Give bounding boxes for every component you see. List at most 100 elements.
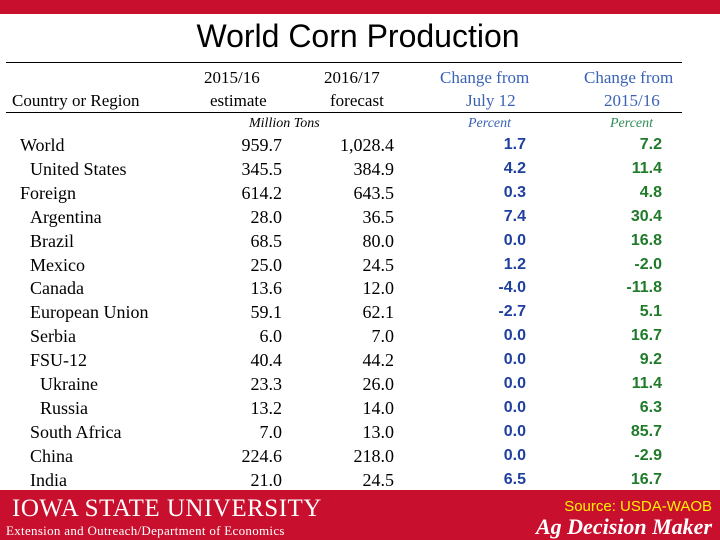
row-value-2016-17: 384.9: [353, 158, 395, 179]
extension-text: Extension and Outreach/Department of Eco…: [6, 523, 285, 538]
row-value-2016-17: 24.5: [362, 254, 395, 275]
row-change-2015-16: -2.0: [634, 255, 662, 273]
unit-percent-july: Percent: [468, 116, 512, 131]
row-name: Argentina: [30, 206, 102, 227]
row-name: Serbia: [30, 326, 76, 347]
row-change-2015-16: 6.3: [639, 398, 662, 416]
header-2016-17: 2016/17: [324, 68, 380, 87]
source-note: Source: USDA-WAOB: [564, 498, 712, 515]
row-change-july: 0.0: [503, 351, 526, 369]
row-value-2016-17: 24.5: [362, 469, 395, 490]
row-value-2016-17: 643.5: [353, 182, 395, 203]
slide-title: World Corn Production: [196, 18, 520, 54]
header-2015-16: 2015/16: [204, 68, 260, 87]
table-top-rule: [6, 62, 682, 63]
row-name: South Africa: [30, 421, 122, 442]
table-row: Argentina 28.0 36.5 7.4 30.4: [6, 205, 682, 229]
row-change-july: -4.0: [498, 279, 526, 297]
row-change-2015-16: 11.4: [631, 159, 662, 177]
table-row: Canada 13.6 12.0 -4.0 -11.8: [6, 276, 682, 300]
row-change-july: 0.0: [503, 327, 526, 345]
production-table: Country or Region 2015/16 estimate 2016/…: [6, 62, 682, 490]
row-change-july: 4.2: [503, 159, 526, 177]
row-value-2015-16: 23.3: [250, 374, 283, 394]
row-value-2015-16: 40.4: [250, 350, 283, 371]
row-change-2015-16: 16.7: [630, 470, 662, 488]
row-change-july: 1.2: [503, 255, 526, 273]
table-row: Ukraine 23.3 26.0 0.0 11.4: [6, 372, 682, 396]
table-row: FSU-12 40.4 44.2 0.0 9.2: [6, 348, 682, 372]
table-row: Serbia 6.0 7.0 0.0 16.7: [6, 324, 682, 348]
header-change-july: Change from: [440, 68, 530, 87]
row-name: United States: [30, 158, 127, 179]
row-name: Mexico: [30, 254, 85, 275]
row-value-2015-16: 28.0: [250, 206, 283, 227]
header-country: Country or Region: [12, 91, 140, 110]
table-row: European Union 59.1 62.1 -2.7 5.1: [6, 300, 682, 324]
unit-million-tons: Million Tons: [249, 116, 320, 131]
table-row: United States 345.5 384.9 4.2 11.4: [6, 157, 682, 181]
row-value-2016-17: 62.1: [362, 302, 395, 323]
header-july-12: July 12: [466, 91, 516, 110]
row-value-2015-16: 959.7: [241, 135, 283, 155]
row-value-2015-16: 224.6: [241, 445, 283, 466]
row-value-2016-17: 26.0: [362, 374, 395, 394]
row-value-2015-16: 614.2: [241, 182, 283, 203]
top-accent-stripe: [0, 0, 720, 14]
row-name: European Union: [30, 302, 149, 323]
row-name: China: [30, 445, 73, 466]
row-change-2015-16: 5.1: [639, 303, 662, 321]
row-change-2015-16: -11.8: [626, 279, 662, 297]
row-change-2015-16: 9.2: [639, 351, 662, 369]
row-value-2016-17: 12.0: [362, 278, 395, 299]
table-row: Brazil 68.5 80.0 0.0 16.8: [6, 229, 682, 253]
row-value-2015-16: 13.6: [250, 278, 283, 299]
row-change-july: 0.0: [503, 398, 526, 416]
row-value-2016-17: 44.2: [362, 350, 395, 371]
row-name: India: [30, 469, 67, 490]
row-change-2015-16: 30.4: [630, 207, 662, 225]
unit-percent-1516: Percent: [610, 116, 654, 131]
row-name: Canada: [30, 278, 84, 299]
row-value-2015-16: 7.0: [259, 421, 283, 442]
header-rule: [6, 112, 682, 113]
row-value-2016-17: 218.0: [353, 445, 395, 466]
row-value-2015-16: 21.0: [250, 469, 283, 490]
row-value-2015-16: 68.5: [250, 230, 283, 251]
row-value-2015-16: 6.0: [259, 326, 283, 347]
row-value-2015-16: 25.0: [250, 254, 283, 275]
table-row: Russia 13.2 14.0 0.0 6.3: [6, 396, 682, 420]
row-change-july: 7.4: [503, 207, 526, 225]
row-value-2015-16: 59.1: [250, 302, 283, 323]
row-change-2015-16: 16.8: [630, 231, 662, 249]
header-change-1516: Change from: [584, 68, 674, 87]
row-change-2015-16: 7.2: [639, 136, 662, 153]
row-change-2015-16: -2.9: [634, 446, 662, 464]
row-name: FSU-12: [30, 350, 88, 371]
row-value-2016-17: 1,028.4: [340, 135, 394, 155]
header-estimate: estimate: [210, 91, 267, 110]
row-change-2015-16: 11.4: [631, 375, 662, 392]
row-change-july: 0.0: [503, 446, 526, 464]
row-value-2016-17: 36.5: [362, 206, 395, 227]
row-value-2016-17: 7.0: [371, 326, 395, 347]
row-name: Foreign: [20, 182, 76, 203]
row-change-2015-16: 85.7: [630, 422, 662, 440]
header-forecast: forecast: [330, 91, 384, 110]
row-value-2015-16: 345.5: [241, 158, 283, 179]
university-logo-text: IOWA STATE UNIVERSITY: [12, 495, 322, 522]
row-value-2016-17: 80.0: [362, 230, 395, 251]
row-change-2015-16: 4.8: [639, 183, 662, 201]
table-row: China 224.6 218.0 0.0 -2.9: [6, 444, 682, 468]
table-row: World 959.7 1,028.4 1.7 7.2: [6, 133, 682, 157]
row-change-july: 0.0: [503, 231, 526, 249]
row-change-july: 0.3: [503, 183, 526, 201]
footer-bar: IOWA STATE UNIVERSITY Extension and Outr…: [0, 490, 720, 540]
row-name: World: [20, 135, 65, 155]
row-value-2016-17: 13.0: [362, 421, 395, 442]
row-name: Brazil: [30, 230, 74, 251]
row-change-july: 0.0: [503, 422, 526, 440]
brand-ag-decision-maker: Ag Decision Maker: [536, 514, 712, 539]
row-change-july: 0.0: [503, 375, 526, 392]
table-row: India 21.0 24.5 6.5 16.7: [6, 468, 682, 492]
